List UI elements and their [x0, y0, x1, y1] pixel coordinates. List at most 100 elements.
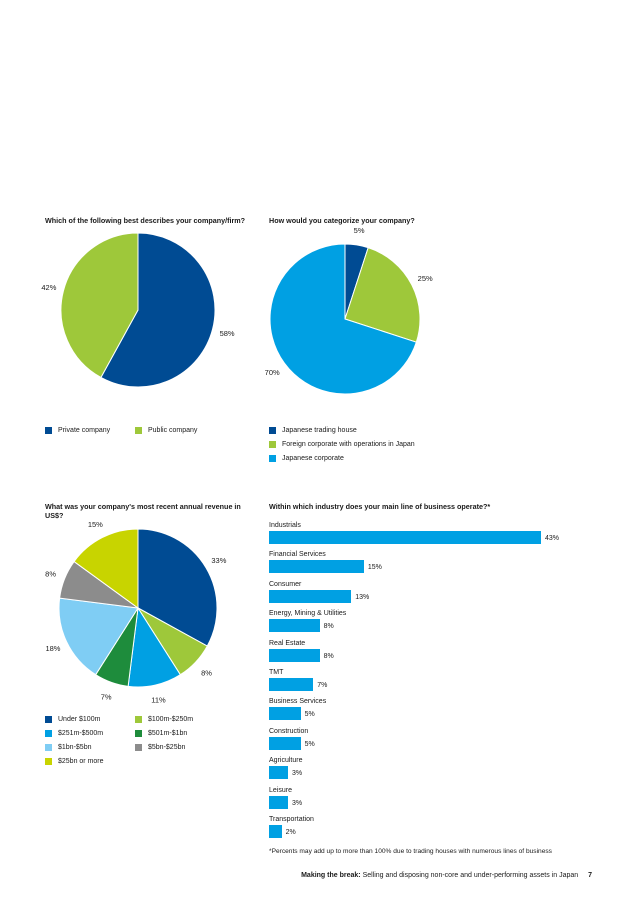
bar — [269, 619, 320, 633]
legend-100m-250m: $100m-$250m — [135, 716, 193, 723]
legend-swatch — [45, 744, 52, 751]
legend-label: Japanese corporate — [282, 455, 344, 462]
chart4-title: Within which industry does your main lin… — [269, 502, 491, 511]
bar-value-label: 13% — [355, 593, 370, 601]
bar-category-label: Real Estate — [269, 639, 306, 647]
bar-value-label: 15% — [367, 564, 382, 572]
chart1-title: Which of the following best describes yo… — [45, 216, 246, 225]
bar-value-label: 5% — [304, 740, 315, 748]
bar — [269, 795, 288, 809]
pie-slice-value-label: 5% — [354, 226, 365, 235]
pie-slice — [58, 597, 139, 676]
pie-slice-value-label: 8% — [201, 668, 212, 677]
footer-text: Selling and disposing non-core and under… — [362, 872, 579, 879]
legend-label: Foreign corporate with operations in Jap… — [282, 441, 415, 448]
bar-value-label: 2% — [285, 829, 296, 836]
legend-label: $100m-$250m — [148, 716, 194, 723]
bar-category-label: Leisure — [269, 786, 292, 794]
bar — [269, 589, 352, 603]
bar-value-label: 8% — [323, 652, 334, 660]
legend-swatch — [45, 716, 52, 723]
bar — [269, 531, 541, 544]
bar-value-label: 3% — [291, 770, 303, 778]
legend-foreign-corporate: Foreign corporate with operations in Jap… — [269, 441, 415, 448]
legend-swatch — [45, 758, 52, 765]
chart2-title: How would you categorize your company? — [269, 216, 415, 225]
legend-label: Public company — [148, 427, 198, 434]
pie-slice-value-label: 70% — [265, 368, 280, 377]
page-number: 7 — [588, 872, 592, 879]
bar-category-label: Energy, Mining & Utilities — [269, 610, 347, 618]
legend-under-100m: Under $100m — [45, 716, 100, 723]
pie-slice-value-label: 42% — [41, 283, 56, 292]
legend-1bn-5bn: $1bn-$5bn — [45, 744, 91, 751]
footer-bold: Making the break: — [301, 872, 361, 879]
legend-swatch — [269, 455, 276, 462]
legend-label: $1bn-$5bn — [58, 744, 92, 751]
legend-label: $25bn or more — [58, 758, 104, 765]
bar-value-label: 43% — [545, 535, 560, 542]
legend-label: Japanese trading house — [282, 427, 357, 434]
pie-slice-value-label: 7% — [101, 692, 112, 701]
legend-501m-1bn: $501m-$1bn — [135, 730, 187, 737]
legend-label: $501m-$1bn — [148, 730, 188, 737]
legend-swatch — [269, 427, 276, 434]
pie-slice-value-label: 11% — [151, 696, 166, 705]
legend-swatch — [45, 427, 52, 434]
bar-category-label: Agriculture — [269, 757, 303, 765]
bar — [269, 766, 288, 780]
bar — [269, 707, 301, 721]
legend-japanese-corporate: Japanese corporate — [269, 455, 344, 462]
bar-category-label: TMT — [269, 669, 284, 676]
bar-category-label: Transportation — [269, 816, 314, 823]
legend-label: Under $100m — [58, 716, 101, 723]
legend-public-company: Public company — [135, 427, 197, 434]
pie-slice — [100, 232, 216, 388]
bar — [269, 560, 364, 574]
chart3-title: What was your company's most recent annu… — [45, 502, 241, 520]
legend-swatch — [135, 744, 142, 751]
legend-swatch — [45, 730, 52, 737]
footnote: *Percents may add up to more than 100% d… — [269, 848, 552, 855]
bar-value-label: 7% — [317, 682, 328, 689]
legend-japanese-trading-house: Japanese trading house — [269, 427, 357, 434]
pie-slice-value-label: 33% — [211, 556, 226, 565]
pie-slice — [137, 528, 218, 647]
pie-slice — [60, 232, 139, 379]
legend-swatch — [135, 716, 142, 723]
pie-slice-value-label: 18% — [45, 644, 60, 653]
bar-category-label: Industrials — [269, 522, 301, 529]
legend-label: Private company — [58, 427, 111, 434]
bar — [269, 825, 282, 838]
pie-slice — [344, 247, 421, 343]
legend-label: $5bn-$25bn — [148, 744, 186, 751]
legend-251m-500m: $251m-$500m — [45, 730, 103, 737]
pie-slice-value-label: 15% — [88, 520, 103, 529]
legend-25bn-or-more: $25bn or more — [45, 758, 104, 765]
bar-value-label: 3% — [291, 799, 303, 807]
bar-category-label: Construction — [269, 727, 309, 735]
bar-category-label: Business Services — [269, 698, 327, 706]
bar — [269, 648, 320, 662]
pie-slice — [269, 243, 417, 395]
legend-private-company: Private company — [45, 427, 110, 434]
pie-slice — [73, 528, 139, 609]
bar-value-label: 8% — [323, 623, 334, 631]
pie-slice-value-label: 8% — [45, 569, 56, 578]
legend-swatch — [135, 730, 142, 737]
pie-slice-value-label: 58% — [220, 329, 235, 338]
page-footer: Making the break: Selling and disposing … — [301, 872, 592, 879]
legend-label: $251m-$500m — [58, 730, 104, 737]
bar — [269, 678, 314, 691]
bar-category-label: Financial Services — [269, 551, 326, 559]
legend-5bn-25bn: $5bn-$25bn — [135, 744, 185, 751]
legend-swatch — [269, 441, 276, 448]
bar-value-label: 5% — [304, 711, 315, 719]
pie-slice-value-label: 25% — [418, 274, 433, 283]
bar-category-label: Consumer — [269, 580, 302, 588]
legend-swatch — [135, 427, 142, 434]
bar — [269, 736, 301, 750]
